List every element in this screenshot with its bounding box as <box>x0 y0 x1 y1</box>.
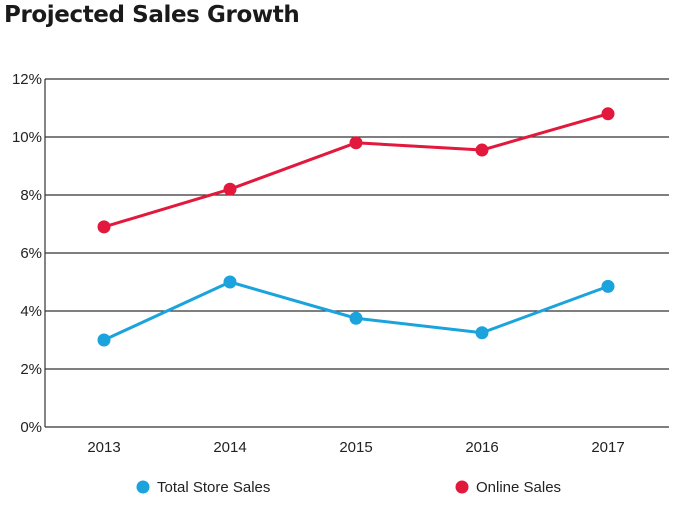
legend-label-online-sales: Online Sales <box>476 479 561 496</box>
y-tick-label: 2% <box>20 361 42 378</box>
x-tick-label: 2014 <box>213 439 246 456</box>
data-point-online-sales-2016 <box>475 143 489 157</box>
x-axis-ticks: 2013 2014 2015 2016 2017 <box>87 439 624 456</box>
x-tick-label: 2013 <box>87 439 120 456</box>
y-tick-label: 12% <box>12 71 42 88</box>
data-point-online-sales-2014 <box>223 182 237 196</box>
data-point-total-store-sales-2014 <box>223 275 237 289</box>
legend-label-total-store-sales: Total Store Sales <box>157 479 270 496</box>
data-point-online-sales-2017 <box>601 107 615 121</box>
data-point-total-store-sales-2015 <box>349 311 363 325</box>
y-tick-label: 4% <box>20 303 42 320</box>
legend-marker-total-store-sales <box>136 480 150 494</box>
legend: Total Store Sales Online Sales <box>136 479 561 496</box>
data-point-online-sales-2015 <box>349 136 363 150</box>
y-tick-label: 0% <box>20 419 42 436</box>
x-tick-label: 2016 <box>465 439 498 456</box>
data-point-online-sales-2013 <box>97 220 111 234</box>
series-points <box>97 107 615 347</box>
y-tick-label: 6% <box>20 245 42 262</box>
chart-title: Projected Sales Growth <box>4 2 300 28</box>
y-tick-label: 10% <box>12 129 42 146</box>
data-point-total-store-sales-2016 <box>475 326 489 340</box>
data-point-total-store-sales-2017 <box>601 279 615 293</box>
x-tick-label: 2017 <box>591 439 624 456</box>
grid-lines <box>44 78 669 428</box>
legend-marker-online-sales <box>455 480 469 494</box>
data-point-total-store-sales-2013 <box>97 333 111 347</box>
series-line-online-sales <box>103 112 609 229</box>
y-axis-ticks: 0% 2% 4% 6% 8% 10% 12% <box>12 71 42 436</box>
y-tick-label: 8% <box>20 187 42 204</box>
x-tick-label: 2015 <box>339 439 372 456</box>
